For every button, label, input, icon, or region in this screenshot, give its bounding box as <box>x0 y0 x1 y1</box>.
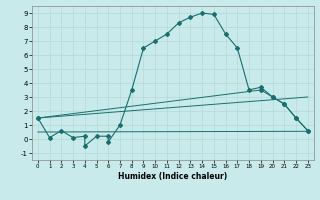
X-axis label: Humidex (Indice chaleur): Humidex (Indice chaleur) <box>118 172 228 181</box>
